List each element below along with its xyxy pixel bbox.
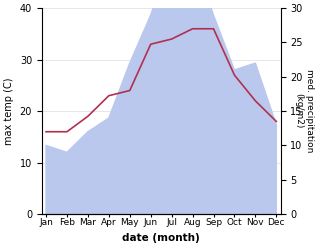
Y-axis label: max temp (C): max temp (C) [4,77,14,145]
Y-axis label: med. precipitation
(kg/m2): med. precipitation (kg/m2) [294,69,314,153]
X-axis label: date (month): date (month) [122,233,200,243]
